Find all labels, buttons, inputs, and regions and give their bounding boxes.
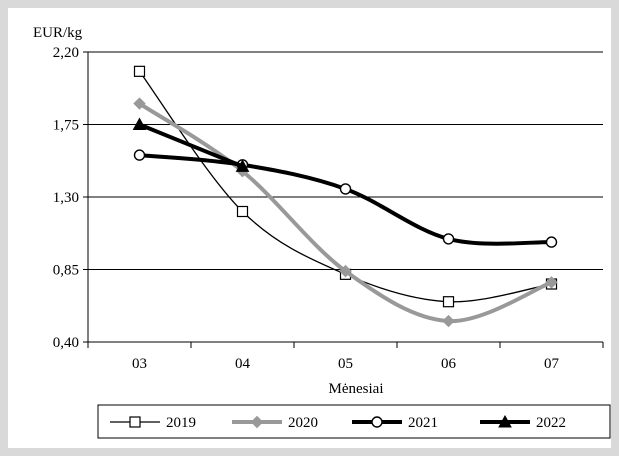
series-line-2019 xyxy=(138,70,553,303)
data-point-2019-04 xyxy=(236,205,249,218)
data-point-2020-07 xyxy=(545,276,558,289)
data-point-2021-07 xyxy=(545,236,558,248)
data-point-2022-03 xyxy=(132,117,147,130)
series-layer xyxy=(132,65,558,328)
legend-label-2022: 2022 xyxy=(536,415,566,431)
series-line-2021 xyxy=(137,153,554,246)
series-line-2022 xyxy=(137,122,245,169)
legend-label-2021: 2021 xyxy=(408,415,438,431)
y-tick-label: 0,40 xyxy=(53,335,79,351)
y-tick-label: 1,30 xyxy=(53,190,79,206)
y-tick-label: 1,75 xyxy=(53,118,79,134)
y-tick-label: 0,85 xyxy=(53,263,79,279)
data-point-2021-03 xyxy=(133,149,146,161)
tick-labels: 0,40 0,85 1,30 1,75 2,20 03 04 05 06 07 xyxy=(53,45,560,372)
data-point-2021-05 xyxy=(339,183,352,195)
legend-marker-2022 xyxy=(498,414,512,428)
x-tick-label: 05 xyxy=(338,356,353,372)
legend-item-2019: 2019 xyxy=(110,415,196,431)
data-point-2020-03 xyxy=(133,97,146,110)
data-point-2022-04 xyxy=(235,159,250,172)
y-tick-label: 2,20 xyxy=(53,45,79,61)
data-point-2019-06 xyxy=(442,296,455,308)
data-point-2020-05 xyxy=(339,264,352,278)
x-axis-label: Mėnesiai xyxy=(329,381,384,397)
data-point-2021-06 xyxy=(442,233,455,245)
series-2020 xyxy=(133,97,558,328)
x-tick-label: 03 xyxy=(132,356,147,372)
legend-marker-2020 xyxy=(250,415,264,429)
series-line-2020 xyxy=(137,101,554,324)
legend-item-2022: 2022 xyxy=(480,414,566,431)
gridlines xyxy=(88,51,603,270)
series-2021 xyxy=(133,149,558,248)
legend-label-2020: 2020 xyxy=(288,415,318,431)
series-2022 xyxy=(132,117,250,172)
legend-item-2020: 2020 xyxy=(232,415,318,431)
legend-label-2019: 2019 xyxy=(166,415,196,431)
legend-marker-2019 xyxy=(129,416,141,428)
x-tick-label: 06 xyxy=(441,356,457,372)
legend-item-2021: 2021 xyxy=(352,415,438,431)
y-axis-label: EUR/kg xyxy=(33,25,83,41)
legend: 2019 2020 2021 2022 xyxy=(97,404,611,439)
axes xyxy=(83,51,604,348)
x-tick-label: 07 xyxy=(544,356,560,372)
data-point-2020-06 xyxy=(442,314,455,328)
data-point-2019-03 xyxy=(133,65,146,77)
x-tick-label: 04 xyxy=(235,356,251,372)
legend-marker-2021 xyxy=(371,416,383,428)
